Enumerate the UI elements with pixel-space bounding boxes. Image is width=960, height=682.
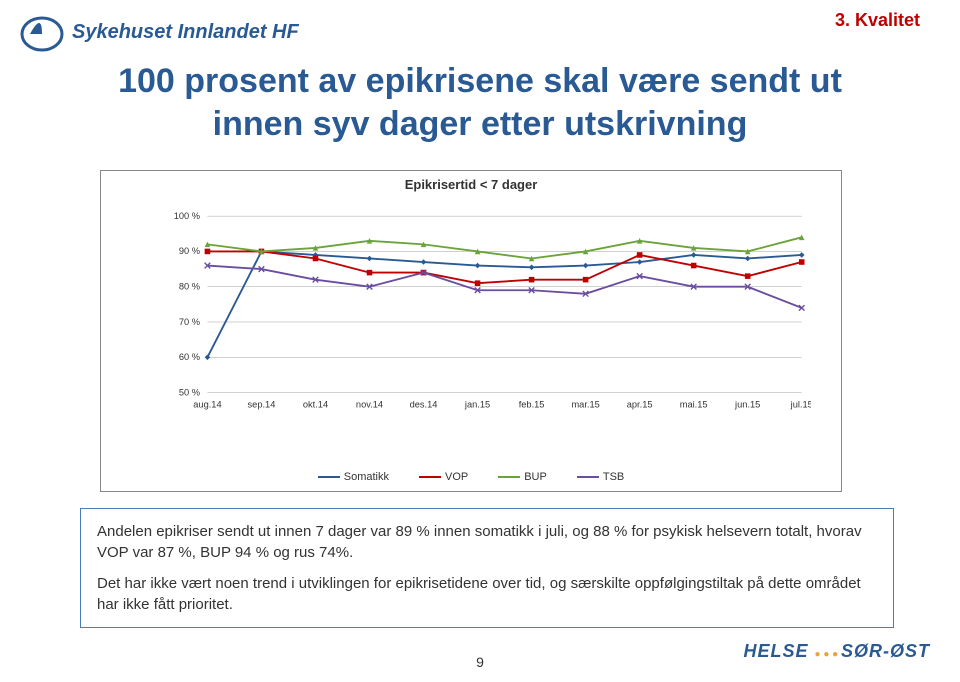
chart-legend: Somatikk VOP BUP TSB <box>101 471 841 483</box>
legend-item: TSB <box>577 471 624 483</box>
svg-text:70 %: 70 % <box>179 317 200 327</box>
summary-box: Andelen epikriser sendt ut innen 7 dager… <box>80 508 894 628</box>
legend-item: BUP <box>498 471 547 483</box>
legend-item: VOP <box>419 471 468 483</box>
footer-brand: HELSE ● ● ● SØR-ØST <box>743 641 930 662</box>
svg-text:okt.14: okt.14 <box>303 399 328 409</box>
svg-text:100 %: 100 % <box>174 211 200 221</box>
svg-text:80 %: 80 % <box>179 282 200 292</box>
chart-container: Epikrisertid < 7 dager 50 % 60 % 70 % 80 % 9… <box>100 170 842 492</box>
section-tag: 3. Kvalitet <box>835 10 920 31</box>
svg-text:jun.15: jun.15 <box>734 399 760 409</box>
svg-text:apr.15: apr.15 <box>627 399 653 409</box>
svg-text:des.14: des.14 <box>410 399 438 409</box>
svg-text:50 %: 50 % <box>179 387 200 397</box>
svg-text:aug.14: aug.14 <box>193 399 221 409</box>
title-line-1: 100 prosent av epikrisene skal være send… <box>118 62 842 100</box>
svg-text:mar.15: mar.15 <box>571 399 599 409</box>
logo: Sykehuset Innlandet HF <box>20 12 299 52</box>
summary-p2: Det har ikke vært noen trend i utvikling… <box>97 573 877 615</box>
line-chart: 50 % 60 % 70 % 80 % 90 % 100 % aug.14 sep.14 okt… <box>161 199 811 419</box>
legend-item: Somatikk <box>318 471 389 483</box>
drop-icon <box>20 12 64 52</box>
summary-p1: Andelen epikriser sendt ut innen 7 dager… <box>97 521 877 563</box>
svg-text:nov.14: nov.14 <box>356 399 383 409</box>
logo-text: Sykehuset Innlandet HF <box>72 21 299 44</box>
svg-text:mai.15: mai.15 <box>680 399 708 409</box>
svg-text:sep.14: sep.14 <box>248 399 276 409</box>
svg-text:60 %: 60 % <box>179 352 200 362</box>
title-line-2: innen syv dager etter utskrivning <box>213 105 748 143</box>
svg-text:jan.15: jan.15 <box>464 399 490 409</box>
svg-text:90 %: 90 % <box>179 246 200 256</box>
svg-text:jul.15: jul.15 <box>790 399 811 409</box>
svg-text:feb.15: feb.15 <box>519 399 545 409</box>
chart-title: Epikrisertid < 7 dager <box>101 177 841 192</box>
page-title: 100 prosent av epikrisene skal være send… <box>80 60 880 145</box>
